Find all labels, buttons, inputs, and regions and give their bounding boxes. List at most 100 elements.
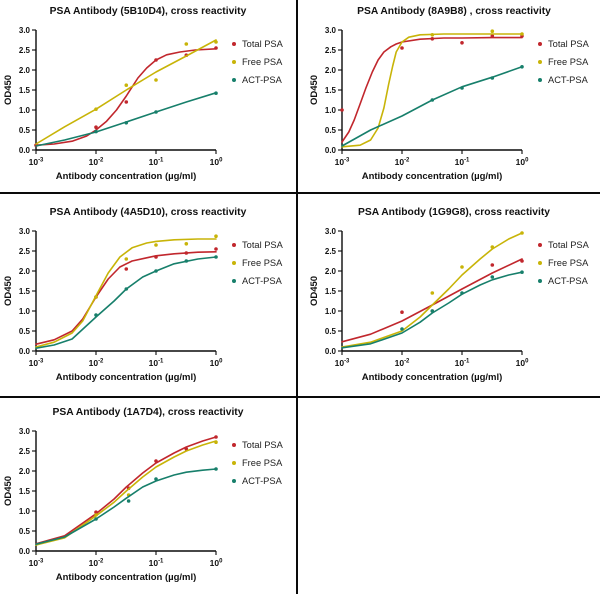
y-tick-label: 1.0 [19, 307, 31, 316]
data-point-act-psa [154, 110, 158, 114]
data-point-free-psa [460, 265, 464, 269]
data-point-total-psa [460, 41, 464, 45]
data-point-total-psa [400, 46, 404, 50]
data-point-free-psa [154, 78, 158, 82]
legend-label: Total PSA [242, 240, 284, 250]
data-point-act-psa [214, 467, 218, 471]
data-point-total-psa [490, 263, 495, 267]
y-tick-label: 1.5 [325, 86, 337, 95]
y-tick-label: 0.0 [325, 347, 337, 356]
y-tick-label: 3.0 [19, 26, 31, 35]
x-tick-label: 10-3 [29, 157, 44, 167]
data-point-act-psa [94, 517, 98, 521]
legend-label: ACT-PSA [548, 276, 589, 286]
data-point-act-psa [214, 255, 218, 259]
data-point-free-psa [94, 295, 98, 299]
data-point-free-psa [214, 234, 218, 238]
y-tick-label: 0.0 [19, 547, 31, 556]
chart-5B10D4: PSA Antibody (5B10D4), cross reactivity 0… [3, 6, 284, 182]
data-point-total-psa [154, 255, 158, 259]
data-point-total-psa [94, 510, 98, 514]
x-tick-label: 100 [516, 358, 529, 368]
y-axis-label: OD450 [309, 276, 320, 306]
legend-label: Free PSA [242, 458, 283, 468]
data-point-act-psa [154, 269, 158, 273]
y-tick-label: 3.0 [19, 227, 31, 236]
x-tick-label: 10-1 [149, 157, 164, 167]
y-tick-label: 3.0 [19, 427, 31, 436]
chart-1A7D4: PSA Antibody (1A7D4), cross reactivity 0.… [3, 407, 284, 583]
data-point-act-psa [154, 477, 158, 481]
empty-panel [298, 398, 600, 594]
y-tick-label: 3.0 [325, 227, 337, 236]
y-tick-label: 2.5 [19, 447, 31, 456]
x-axis-label: Antibody concentration (µg/ml) [56, 572, 197, 583]
chart-title: PSA Antibody (1G9G8), cross reactivity [358, 207, 550, 218]
data-point-total-psa [400, 310, 404, 314]
chart-4A5D10: PSA Antibody (4A5D10), cross reactivity 0… [3, 207, 284, 383]
data-point-act-psa [490, 76, 495, 80]
x-axis-label: Antibody concentration (µg/ml) [56, 171, 197, 182]
y-tick-label: 1.5 [19, 287, 31, 296]
y-tick-label: 2.0 [19, 66, 31, 75]
series-curve-total-psa [341, 36, 523, 143]
data-point-total-psa [340, 108, 344, 112]
data-point-free-psa [94, 513, 98, 517]
data-point-total-psa [490, 34, 495, 38]
x-tick-label: 10-1 [149, 358, 164, 368]
y-tick-label: 0.0 [19, 347, 31, 356]
x-axis-label: Antibody concentration (µg/ml) [56, 372, 197, 383]
data-point-free-psa [184, 242, 189, 246]
legend-marker-total-psa [538, 243, 542, 247]
y-tick-label: 2.5 [325, 46, 337, 55]
x-axis-label: Antibody concentration (µg/ml) [362, 372, 503, 383]
data-point-act-psa [520, 65, 524, 69]
x-tick-label: 10-1 [149, 558, 164, 568]
data-point-act-psa [430, 98, 435, 102]
legend-marker-total-psa [232, 42, 236, 46]
legend-label: Free PSA [548, 258, 589, 268]
legend-label: Total PSA [242, 440, 284, 450]
y-axis-label: OD450 [3, 75, 14, 105]
y-tick-label: 0.0 [19, 146, 31, 155]
data-point-act-psa [400, 327, 404, 331]
data-point-free-psa [124, 83, 129, 87]
y-axis-label: OD450 [309, 75, 320, 105]
x-tick-label: 10-2 [89, 358, 104, 368]
y-tick-label: 2.0 [325, 66, 337, 75]
x-tick-label: 10-2 [89, 157, 104, 167]
legend-label: ACT-PSA [548, 75, 589, 85]
series-curve-total-psa [35, 48, 217, 146]
x-tick-label: 100 [210, 358, 223, 368]
data-point-total-psa [214, 247, 218, 251]
chart-panel-5B10D4: PSA Antibody (5B10D4), cross reactivity 0… [0, 0, 296, 192]
x-tick-label: 100 [516, 157, 529, 167]
data-point-free-psa [184, 42, 189, 46]
data-point-total-psa [430, 37, 435, 41]
x-tick-label: 10-3 [335, 157, 350, 167]
legend-marker-total-psa [538, 42, 542, 46]
y-tick-label: 2.5 [19, 46, 31, 55]
legend-label: ACT-PSA [242, 75, 283, 85]
data-point-act-psa [126, 499, 131, 503]
legend-label: Free PSA [242, 57, 283, 67]
data-point-total-psa [124, 100, 129, 104]
y-tick-label: 3.0 [325, 26, 337, 35]
data-point-total-psa [154, 58, 158, 62]
chart-title: PSA Antibody (5B10D4), cross reactivity [50, 6, 247, 17]
series-curve-act-psa [341, 271, 523, 349]
legend-marker-free-psa [538, 261, 542, 265]
y-tick-label: 0.5 [19, 527, 31, 536]
series-curve-free-psa [35, 440, 217, 546]
data-point-total-psa [214, 46, 218, 50]
horizontal-divider-1 [0, 192, 600, 194]
legend-label: Free PSA [548, 57, 589, 67]
series-curve-free-psa [341, 232, 523, 348]
data-point-free-psa [154, 243, 158, 247]
y-tick-label: 1.0 [19, 106, 31, 115]
legend-marker-act-psa [538, 279, 542, 283]
legend-marker-free-psa [232, 261, 236, 265]
data-point-act-psa [214, 91, 218, 95]
y-tick-label: 2.0 [325, 267, 337, 276]
